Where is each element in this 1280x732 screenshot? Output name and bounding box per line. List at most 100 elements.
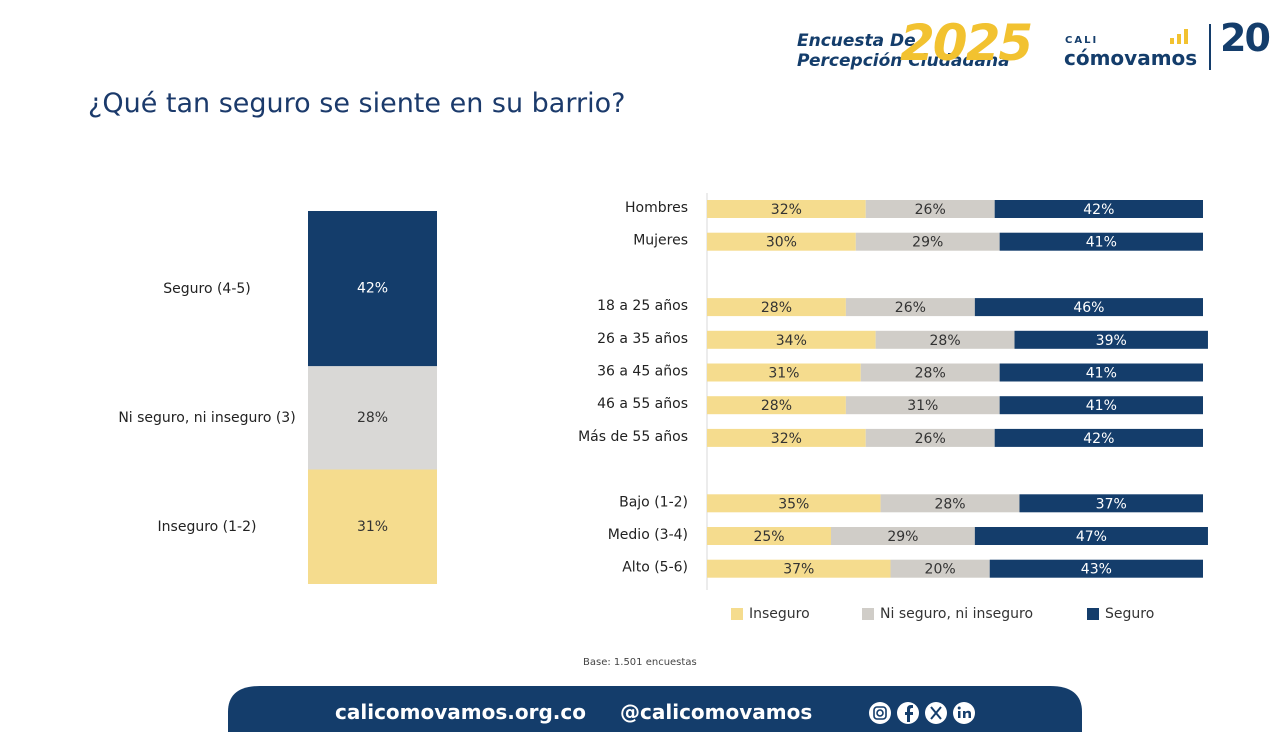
bar-segment — [999, 232, 1203, 251]
bar-segment — [994, 200, 1203, 218]
category-label: 46 a 55 años — [597, 396, 688, 412]
category-label: Más de 55 años — [578, 429, 688, 445]
value-label: 47% — [1076, 529, 1107, 545]
brand-name: cómovamos — [1064, 46, 1198, 70]
value-label: 29% — [887, 529, 918, 545]
legend-swatch — [731, 608, 743, 620]
bar-segment — [308, 366, 437, 470]
slide-title: ¿Qué tan seguro se siente en su barrio? — [88, 88, 626, 119]
bar-segment — [974, 298, 1203, 317]
value-label: 42% — [1083, 202, 1114, 218]
category-label: Bajo (1-2) — [619, 494, 688, 510]
category-label: 18 a 25 años — [597, 298, 688, 314]
bar-segment — [865, 200, 995, 218]
bar-segment — [707, 363, 861, 382]
category-label: Mujeres — [633, 233, 688, 249]
social-icons — [869, 702, 975, 724]
value-label: 25% — [753, 529, 784, 545]
anniversary: 20 — [1220, 16, 1271, 60]
bar-segment — [890, 559, 990, 578]
bar-segment — [707, 494, 881, 513]
footer-website: calicomovamos.org.co — [335, 700, 586, 724]
bar-segment — [707, 527, 831, 545]
value-label: 35% — [778, 496, 809, 512]
value-label: 31% — [768, 366, 799, 382]
category-label: Hombres — [625, 200, 688, 216]
bar-segment — [999, 396, 1203, 415]
value-label: 28% — [357, 410, 388, 426]
bar-segment — [875, 330, 1015, 349]
category-label: Seguro (4-5) — [163, 280, 251, 297]
brand-bars — [1170, 29, 1188, 44]
value-label: 31% — [357, 519, 388, 535]
bar-segment — [860, 363, 1000, 382]
value-label: 28% — [761, 398, 792, 414]
survey-line2: Percepción Ciudadana — [797, 51, 1010, 71]
bar-segment — [707, 396, 846, 415]
bar-segment — [1014, 330, 1208, 349]
value-label: 20% — [925, 562, 956, 578]
bar-segment — [974, 527, 1208, 545]
value-label: 41% — [1086, 235, 1117, 251]
bar-segment — [831, 527, 975, 545]
value-label: 42% — [1083, 431, 1114, 447]
value-label: 41% — [1086, 398, 1117, 414]
category-label: Inseguro (1-2) — [157, 518, 257, 535]
bar-segment — [855, 232, 1000, 251]
bar-segment — [707, 200, 866, 218]
value-label: 32% — [771, 202, 802, 218]
bar-segment — [707, 559, 891, 578]
value-label: 37% — [783, 562, 814, 578]
value-label: 26% — [915, 431, 946, 447]
value-label: 28% — [934, 496, 965, 512]
legend-label: Ni seguro, ni inseguro — [880, 606, 1033, 622]
legend-label: Seguro — [1105, 606, 1154, 622]
value-label: 26% — [915, 202, 946, 218]
legend-swatch — [1087, 608, 1099, 620]
footer-band — [228, 686, 1082, 732]
value-label: 28% — [930, 333, 961, 349]
value-label: 43% — [1081, 562, 1112, 578]
value-label: 41% — [1086, 366, 1117, 382]
value-label: 30% — [766, 235, 797, 251]
legend-label: Inseguro — [749, 606, 810, 622]
bar-segment — [707, 232, 856, 251]
base-note: Base: 1.501 encuestas — [583, 657, 697, 668]
bar-segment — [707, 330, 876, 349]
value-label: 42% — [357, 281, 388, 297]
bar-segment — [308, 211, 437, 367]
value-label: 34% — [776, 333, 807, 349]
category-label: 26 a 35 años — [597, 331, 688, 347]
value-label: 31% — [907, 398, 938, 414]
footer-handle: @calicomovamos — [620, 700, 813, 724]
value-label: 39% — [1096, 333, 1127, 349]
category-label: Medio (3-4) — [608, 527, 688, 543]
legend-swatch — [862, 608, 874, 620]
value-label: 28% — [761, 300, 792, 316]
value-label: 29% — [912, 235, 943, 251]
bar-segment — [994, 428, 1203, 447]
bar-segment — [308, 469, 437, 584]
value-label: 26% — [895, 300, 926, 316]
category-label: 36 a 45 años — [597, 364, 688, 380]
bar-segment — [707, 428, 866, 447]
category-label: Ni seguro, ni inseguro (3) — [118, 409, 296, 426]
value-label: 37% — [1096, 496, 1127, 512]
category-label: Alto (5-6) — [622, 560, 688, 576]
bar-segment — [845, 298, 975, 317]
bar-segment — [999, 363, 1203, 382]
bar-segment — [1019, 494, 1203, 513]
bar-segment — [865, 428, 995, 447]
bar-segment — [845, 396, 1000, 415]
survey-year: 2025 — [900, 14, 1033, 72]
survey-line1: Encuesta De — [797, 31, 916, 51]
value-label: 46% — [1073, 300, 1104, 316]
bar-segment — [707, 298, 846, 317]
bar-segment — [880, 494, 1020, 513]
value-label: 28% — [915, 366, 946, 382]
brand-small: CALI — [1065, 35, 1099, 46]
value-label: 32% — [771, 431, 802, 447]
bar-segment — [989, 559, 1203, 578]
